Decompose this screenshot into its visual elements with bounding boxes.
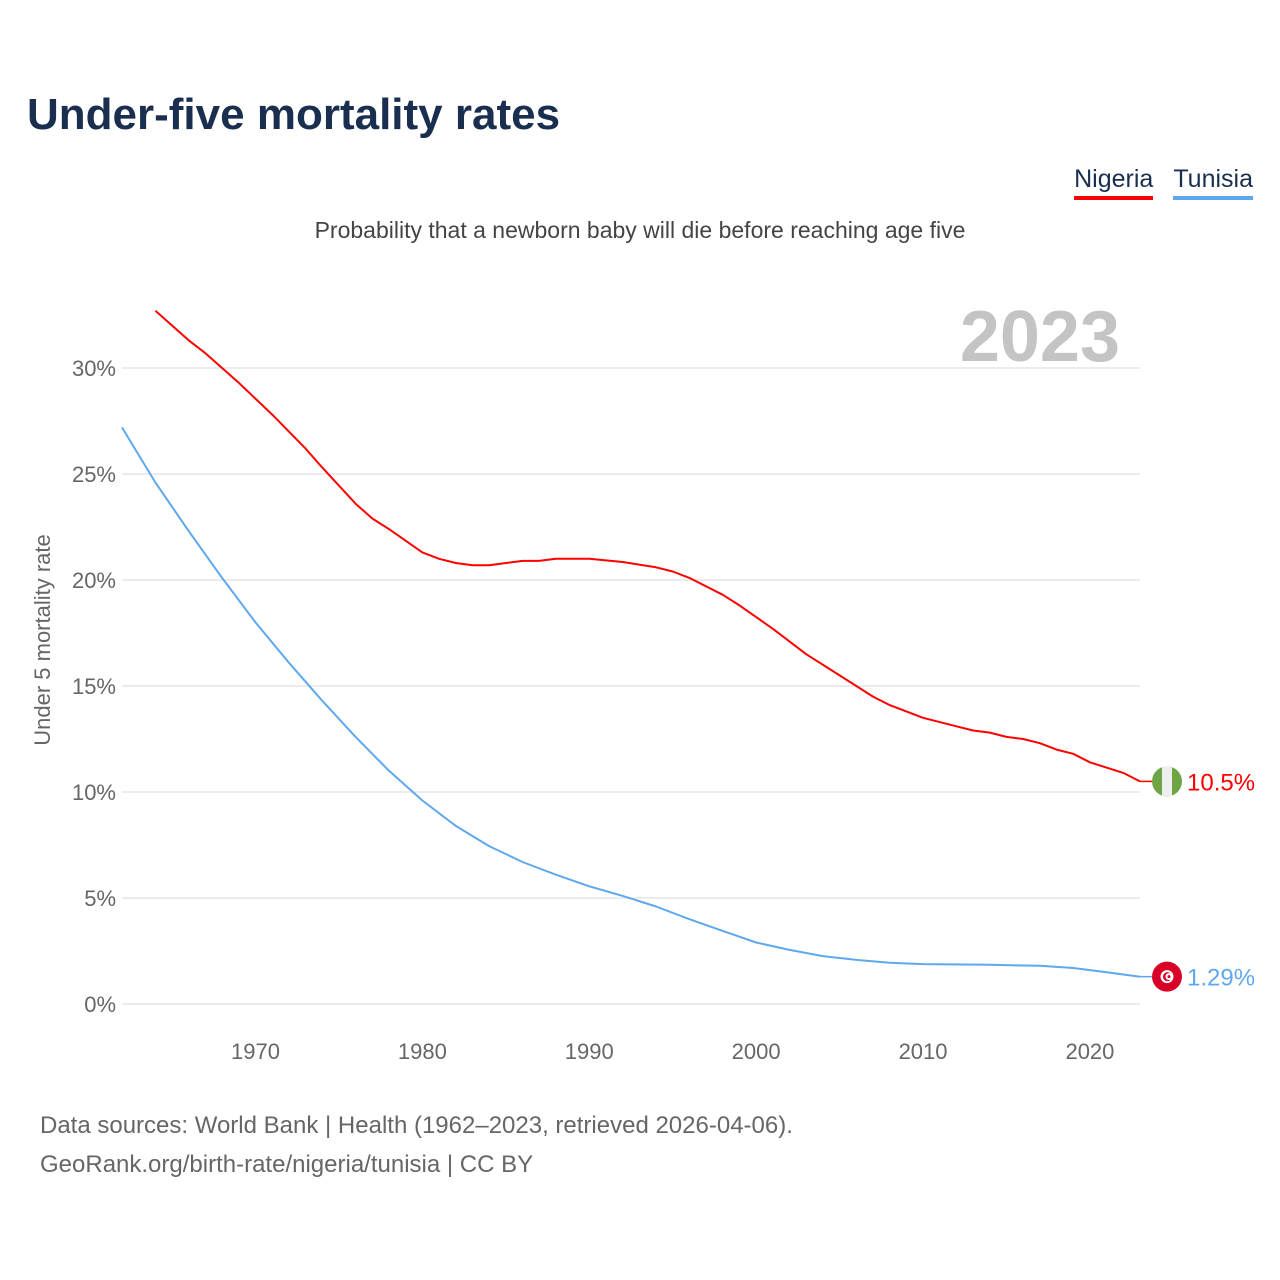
series-line-nigeria[interactable] bbox=[154, 310, 1141, 783]
y-tick-label: 5% bbox=[84, 886, 116, 911]
legend: Nigeria Tunisia bbox=[1074, 165, 1253, 200]
flag-star bbox=[1167, 975, 1171, 979]
x-tick-label: 1970 bbox=[231, 1039, 280, 1064]
x-tick-label: 1990 bbox=[565, 1039, 614, 1064]
legend-item-tunisia[interactable]: Tunisia bbox=[1173, 165, 1253, 200]
y-axis-label: Under 5 mortality rate bbox=[30, 534, 55, 746]
flag-body bbox=[1152, 766, 1182, 797]
chart-subtitle: Probability that a newborn baby will die… bbox=[314, 217, 966, 243]
x-tick-label: 2000 bbox=[732, 1039, 781, 1064]
flag-white bbox=[1162, 766, 1172, 797]
y-tick-label: 10% bbox=[72, 780, 116, 805]
end-value-label: 10.5% bbox=[1187, 769, 1255, 796]
y-tick-label: 30% bbox=[72, 356, 116, 381]
legend-item-nigeria[interactable]: Nigeria bbox=[1074, 165, 1154, 200]
tunisia-flag-icon bbox=[1152, 961, 1182, 992]
y-tick-label: 15% bbox=[72, 674, 116, 699]
end-value-label: 1.29% bbox=[1187, 965, 1255, 992]
data-source: Data sources: World Bank | Health (1962–… bbox=[40, 1112, 793, 1139]
x-tick-label: 1980 bbox=[398, 1039, 447, 1064]
x-tick-label: 2010 bbox=[899, 1039, 948, 1064]
source-link[interactable]: GeoRank.org/birth-rate/nigeria/tunisia |… bbox=[40, 1151, 534, 1178]
series-line-tunisia[interactable] bbox=[121, 426, 1141, 978]
y-tick-label: 25% bbox=[72, 462, 116, 487]
y-tick-label: 0% bbox=[84, 992, 116, 1017]
y-tick-label: 20% bbox=[72, 568, 116, 593]
nigeria-flag-icon bbox=[1152, 766, 1182, 797]
year-label: 2023 bbox=[960, 297, 1120, 377]
footer: Data sources: World Bank | Health (1962–… bbox=[40, 1106, 793, 1184]
page-title: Under-five mortality rates bbox=[27, 90, 561, 139]
x-tick-label: 2020 bbox=[1065, 1039, 1114, 1064]
